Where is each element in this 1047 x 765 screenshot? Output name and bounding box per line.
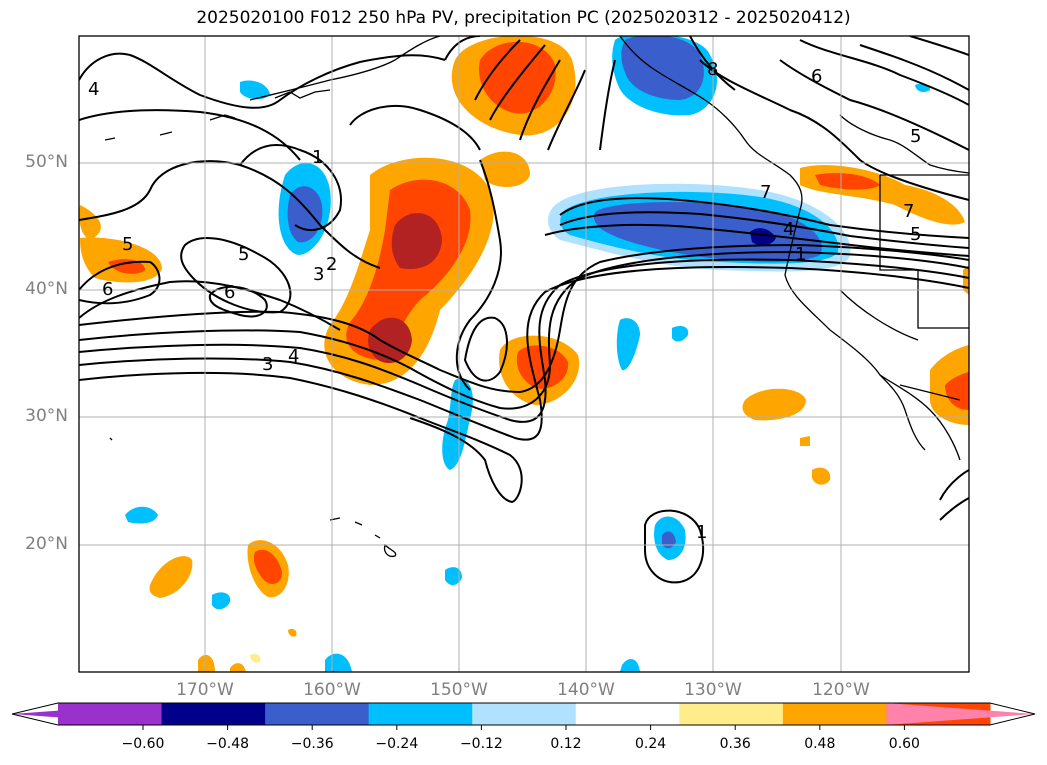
contour-label: 8 [707,59,718,80]
contour-label: 6 [224,282,235,303]
graticule [79,36,969,672]
map-frame [78,35,970,673]
lat-label: 50°N [25,152,68,172]
contour-label: 1 [795,244,806,265]
colorbar-tick-label: 0.12 [550,736,582,752]
colorbar-tick-label: 0.24 [635,736,667,752]
precip-positive-shading [79,36,969,672]
lat-label: 30°N [25,406,68,426]
contour-label: 4 [88,79,99,100]
map-title: 2025020100 F012 250 hPa PV, precipitatio… [196,8,851,28]
colorbar-tick-label: −0.36 [290,736,334,752]
coastlines [104,36,969,558]
lon-label: 120°W [812,680,870,700]
contour-label: 4 [288,346,299,367]
contour-label: 5 [910,224,921,245]
lon-label: 170°W [176,680,234,700]
colorbar-tick-label: 0.60 [888,736,920,752]
contour-label: 3 [313,264,324,285]
lat-label: 40°N [25,279,68,299]
contour-label: 5 [122,234,133,255]
lon-label: 130°W [684,680,742,700]
lon-label: 150°W [430,680,488,700]
lon-label: 140°W [557,680,615,700]
colorbar-tick-label: −0.60 [121,736,165,752]
contour-label: 6 [102,279,113,300]
colorbar-tick-label: −0.48 [206,736,250,752]
lon-label: 160°W [303,680,361,700]
colorbar-tick-label: 0.36 [719,736,751,752]
contour-label: 7 [903,201,914,222]
colorbar-tick-label: −0.24 [375,736,419,752]
contour-label: 1 [696,522,707,543]
contour-label: 5 [910,126,921,147]
contour-label: 2 [326,254,337,275]
contour-label: 3 [262,354,273,375]
contour-label: 7 [760,182,771,203]
contour-label: 4 [783,219,794,240]
colorbar-tick-label: −0.12 [459,736,503,752]
contour-label: 6 [811,66,822,87]
colorbar-tick-label: 0.48 [804,736,836,752]
lat-label: 20°N [25,534,68,554]
contour-label: 1 [312,147,323,168]
contour-label: 5 [238,244,249,265]
